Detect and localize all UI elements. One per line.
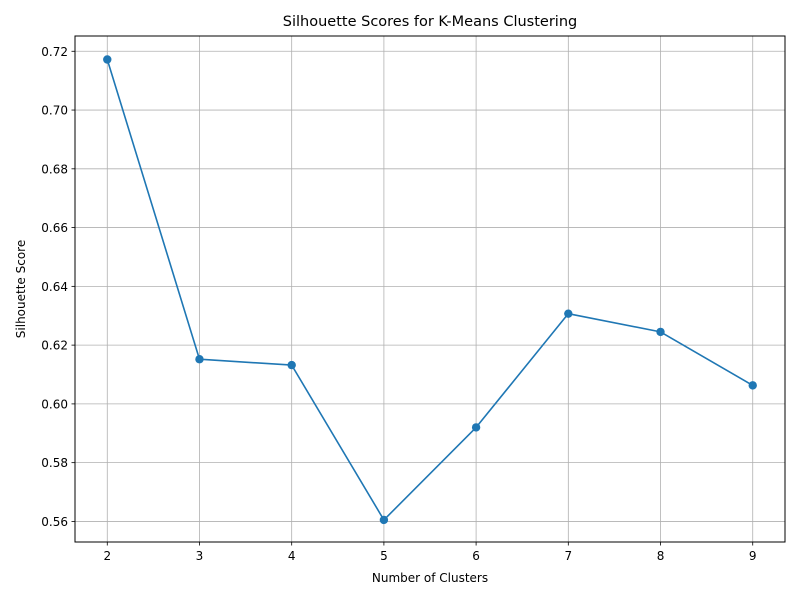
ticks: 2 3 4 5 6 7 8 9 0.56 0.58 0.60 0.62 0.64 0.66 0.68 0.70…	[41, 45, 756, 563]
data-point	[379, 515, 389, 525]
data-point	[195, 355, 204, 364]
x-tick-label: 6	[472, 549, 480, 563]
y-tick-label: 0.70	[41, 104, 68, 118]
x-tick-label: 7	[564, 549, 572, 563]
y-axis-label: Silhouette Score	[14, 240, 28, 338]
y-tick-label: 0.62	[41, 339, 68, 353]
y-tick-label: 0.58	[41, 456, 68, 470]
x-tick-label: 5	[380, 549, 388, 563]
x-tick-label: 2	[103, 549, 111, 563]
data-point	[564, 309, 573, 318]
y-tick-label: 0.64	[41, 280, 68, 294]
plot-frame	[74, 35, 786, 543]
y-tick-label: 0.60	[41, 397, 68, 411]
data-point	[748, 381, 757, 390]
data-point	[103, 55, 112, 64]
series-line	[106, 59, 754, 521]
data-point	[656, 327, 665, 337]
data-point	[471, 423, 481, 432]
series-layer	[103, 55, 757, 525]
x-tick-label: 8	[657, 549, 665, 563]
x-tick-label: 9	[749, 549, 757, 563]
y-tick-label: 0.72	[41, 45, 68, 59]
x-axis-label: Number of Clusters	[372, 571, 488, 585]
grid	[75, 36, 785, 542]
x-tick-label: 4	[288, 549, 296, 563]
y-tick-label: 0.56	[41, 515, 68, 529]
chart-title: Silhouette Scores for K-Means Clustering	[283, 14, 577, 30]
y-tick-label: 0.68	[41, 162, 68, 176]
data-point	[287, 360, 296, 370]
y-tick-label: 0.66	[41, 221, 68, 235]
x-tick-label: 3	[196, 549, 204, 563]
